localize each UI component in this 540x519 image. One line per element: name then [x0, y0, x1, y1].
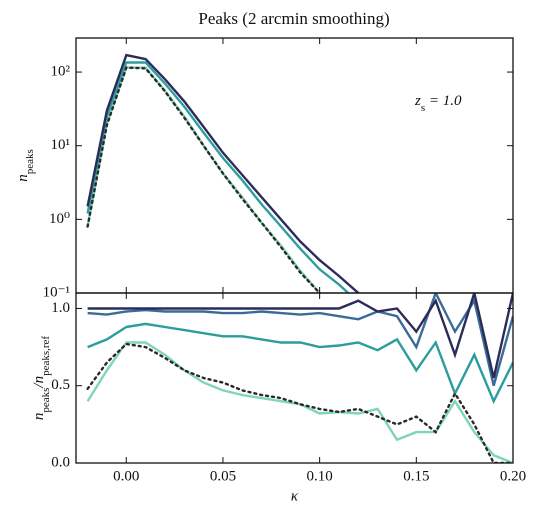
x-tick-label: 0.00: [113, 468, 139, 484]
y-axis-label: npeaks: [15, 149, 35, 182]
series-line: [87, 322, 513, 405]
series-line: [87, 293, 513, 379]
x-axis-label: κ: [291, 488, 299, 504]
chart-title: Peaks (2 arcmin smoothing): [198, 9, 389, 28]
x-tick-label: 0.10: [307, 468, 333, 484]
y-axis-label-part: peaks: [40, 388, 52, 413]
y-axis-label: npeaks/npeaks,ref: [31, 336, 51, 421]
series-line: [86, 61, 350, 293]
y-axis-label-part: n: [31, 413, 47, 421]
annotation: zs = 1.0: [414, 93, 462, 113]
y-tick-label: 10¹: [51, 137, 71, 153]
y-axis-label-part: n: [15, 174, 31, 182]
annotation-part: s: [421, 102, 425, 114]
annotation-part: = 1.0: [425, 93, 462, 109]
x-tick-label: 0.05: [210, 468, 236, 484]
y-tick-label: 10⁻¹: [43, 284, 70, 300]
x-tick-label: 0.15: [403, 468, 429, 484]
x-tick-label: 0.20: [500, 468, 526, 484]
y-axis-label-part: /n: [31, 376, 47, 389]
series-line: [87, 293, 513, 387]
series-line: [86, 53, 361, 293]
y-tick-label: 1.0: [51, 300, 70, 316]
plot-frame: [75, 292, 514, 464]
y-tick-label: 10⁰: [49, 211, 70, 227]
plot-frame: [75, 37, 514, 294]
y-tick-label: 0.5: [51, 377, 70, 393]
y-tick-label: 10²: [51, 63, 71, 79]
y-axis-label-part: peaks: [24, 149, 36, 174]
y-tick-label: 0.0: [51, 454, 70, 470]
annotation-part: z: [414, 93, 421, 109]
y-axis-label-part: peaks,ref: [40, 336, 52, 376]
series-line: [86, 342, 513, 463]
series-line: [86, 66, 322, 293]
series-line: [86, 341, 513, 463]
